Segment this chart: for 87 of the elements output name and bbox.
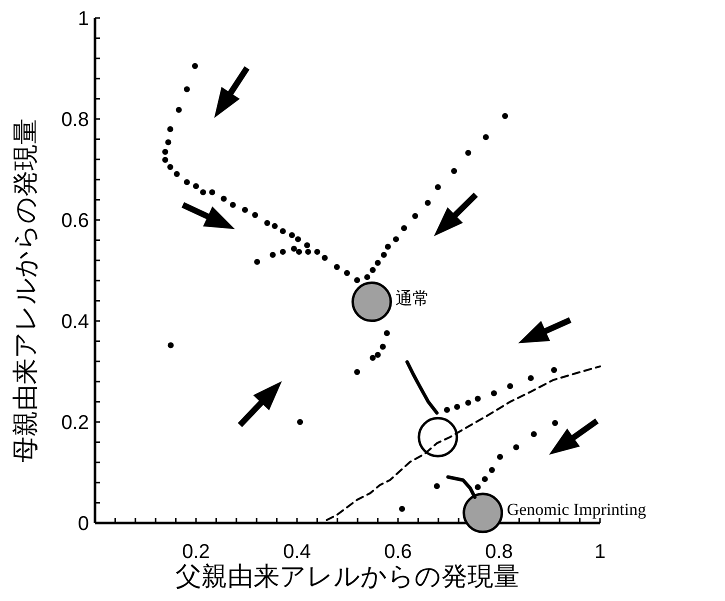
point <box>380 344 386 350</box>
point <box>297 419 304 425</box>
point <box>454 404 460 410</box>
point <box>528 375 534 382</box>
point <box>230 202 236 208</box>
point <box>288 232 295 238</box>
point <box>305 248 312 255</box>
point <box>242 206 248 213</box>
point <box>474 396 481 402</box>
point <box>364 274 370 280</box>
point <box>162 156 168 163</box>
point <box>184 179 190 186</box>
annotation: 通常 <box>396 288 430 308</box>
point <box>401 225 408 232</box>
x-tick-label: 0.4 <box>283 541 311 563</box>
point <box>507 383 514 390</box>
point <box>322 254 328 261</box>
point <box>254 258 260 265</box>
point <box>380 252 387 258</box>
x-tick-label: 1 <box>594 541 606 563</box>
point <box>354 369 360 376</box>
point <box>399 506 406 512</box>
point <box>344 270 350 276</box>
x-tick-label: 0.8 <box>485 541 513 563</box>
point <box>434 483 440 490</box>
point <box>167 126 174 132</box>
point <box>280 228 286 234</box>
point <box>280 248 286 255</box>
point <box>384 330 390 336</box>
point <box>162 148 168 155</box>
point <box>370 266 376 273</box>
point <box>530 431 537 438</box>
point <box>551 366 558 373</box>
point <box>334 264 340 270</box>
point <box>444 406 450 413</box>
y-tick-label: 0.4 <box>61 311 89 333</box>
point <box>193 183 199 190</box>
point <box>374 260 381 266</box>
y-tick-label: 1 <box>78 8 89 30</box>
point <box>176 106 182 113</box>
point <box>220 196 227 202</box>
x-tick-label: 0.6 <box>384 541 412 563</box>
point <box>304 242 310 248</box>
point <box>465 400 472 406</box>
point <box>192 62 198 69</box>
point <box>384 244 391 250</box>
y-tick-label: 0 <box>78 513 89 535</box>
point <box>451 168 458 174</box>
point <box>167 164 174 170</box>
point <box>168 342 174 348</box>
point <box>270 252 276 258</box>
point <box>165 139 172 146</box>
point <box>290 246 297 252</box>
point <box>497 454 504 460</box>
point <box>488 466 495 473</box>
y-tick-label: 0.6 <box>61 210 89 232</box>
point <box>482 134 489 140</box>
x-tick-label: 0.2 <box>182 541 210 563</box>
point <box>412 212 418 219</box>
point <box>252 212 258 218</box>
point <box>392 236 399 242</box>
point <box>552 420 558 426</box>
point <box>184 86 190 92</box>
point <box>513 444 520 450</box>
point <box>502 112 508 119</box>
point <box>424 200 431 206</box>
point <box>296 248 302 255</box>
point <box>434 184 441 190</box>
point <box>314 248 320 255</box>
annotation: Genomic Imprinting <box>506 500 647 519</box>
point <box>370 354 376 361</box>
point <box>490 390 497 396</box>
point <box>474 484 481 490</box>
point <box>482 476 488 482</box>
x-axis-title: 父親由来アレルからの発現量 <box>176 562 520 591</box>
point <box>174 171 180 178</box>
y-tick-label: 0.8 <box>61 109 89 131</box>
y-axis-title: 母親由来アレルからの発現量 <box>11 118 40 462</box>
y-tick-label: 0.2 <box>61 412 89 434</box>
point <box>295 236 302 242</box>
point <box>209 189 216 196</box>
point <box>374 352 381 358</box>
point <box>272 223 278 230</box>
point <box>354 277 360 284</box>
point <box>465 150 472 156</box>
point <box>200 189 206 196</box>
point <box>264 220 270 226</box>
